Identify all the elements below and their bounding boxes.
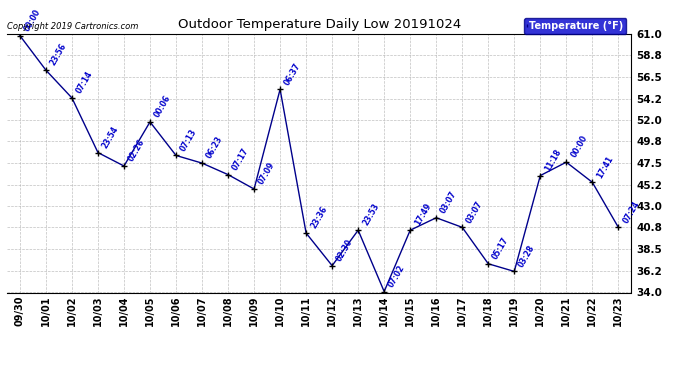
Text: 03:28: 03:28 <box>517 243 537 268</box>
Text: 07:17: 07:17 <box>231 146 251 172</box>
Text: 02:30: 02:30 <box>335 237 355 263</box>
Text: 00:00: 00:00 <box>569 134 589 159</box>
Text: 11:18: 11:18 <box>543 147 563 173</box>
Text: 23:56: 23:56 <box>49 42 68 68</box>
Text: 02:26: 02:26 <box>127 138 146 163</box>
Text: 07:09: 07:09 <box>257 161 277 186</box>
Text: 07:14: 07:14 <box>75 70 95 95</box>
Text: 03:07: 03:07 <box>465 199 485 225</box>
Text: 00:06: 00:06 <box>152 94 172 119</box>
Text: 07:02: 07:02 <box>387 263 407 289</box>
Text: 00:00: 00:00 <box>23 8 43 33</box>
Text: 23:36: 23:36 <box>309 205 328 230</box>
Text: 06:23: 06:23 <box>205 135 225 160</box>
Text: 23:53: 23:53 <box>361 202 381 227</box>
Text: 07:24: 07:24 <box>621 199 641 225</box>
Text: 07:13: 07:13 <box>179 127 199 153</box>
Text: 17:41: 17:41 <box>595 154 615 180</box>
Text: 05:17: 05:17 <box>491 236 511 261</box>
Legend: Temperature (°F): Temperature (°F) <box>524 18 627 34</box>
Text: 17:49: 17:49 <box>413 202 433 227</box>
Text: Copyright 2019 Cartronics.com: Copyright 2019 Cartronics.com <box>7 22 138 31</box>
Text: 03:07: 03:07 <box>439 189 459 215</box>
Text: 23:54: 23:54 <box>101 124 121 150</box>
Text: 06:37: 06:37 <box>283 61 303 87</box>
Title: Outdoor Temperature Daily Low 20191024: Outdoor Temperature Daily Low 20191024 <box>177 18 461 31</box>
